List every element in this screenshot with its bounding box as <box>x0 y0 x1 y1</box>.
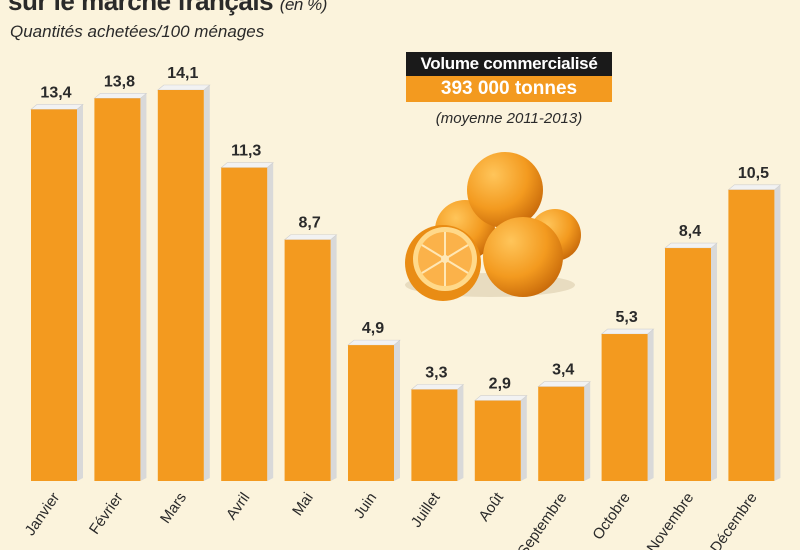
bar-février <box>93 93 148 481</box>
bar-juin <box>347 339 401 481</box>
bar-side <box>267 162 274 481</box>
orange-half <box>405 225 481 301</box>
category-label: Novembre <box>644 490 698 550</box>
bar-face <box>94 98 141 481</box>
value-label: 11,3 <box>231 143 261 160</box>
bar-side <box>394 340 400 481</box>
value-label: 13,8 <box>104 73 135 90</box>
volume-value: 393 000 tonnes <box>406 76 612 102</box>
value-label: 3,3 <box>425 364 447 381</box>
bar-octobre <box>600 328 655 481</box>
chart-title-text: sur le marché français <box>8 0 274 16</box>
bar-top <box>727 184 782 191</box>
bar-face <box>665 248 711 481</box>
value-label: 2,9 <box>489 376 511 393</box>
oranges-illustration <box>405 152 581 301</box>
chart-title-unit: (en %) <box>279 0 328 14</box>
bar-side <box>140 93 147 481</box>
category-label: Février <box>86 490 127 538</box>
category-label: Juin <box>351 490 381 522</box>
value-label: 5,3 <box>615 309 637 326</box>
volume-callout: Volume commercialisé 393 000 tonnes (moy… <box>406 52 612 127</box>
value-label: 4,9 <box>362 320 384 337</box>
value-label: 14,1 <box>167 65 198 82</box>
orange-top <box>467 152 543 228</box>
bar-top <box>537 381 592 388</box>
bar-mai <box>283 234 338 481</box>
bar-side <box>77 104 83 481</box>
value-labels-group: 13,4 13,8 14,1 11,3 8,7 4,9 3,3 2,9 3,4 5,3 8,4 10,… <box>40 65 769 393</box>
value-label: 3,4 <box>552 362 574 379</box>
orange-front <box>483 217 563 297</box>
category-labels-group: Janvier Février Mars Avril Mai Juin Juillet Aoû… <box>22 489 761 550</box>
bar-septembre <box>537 381 592 481</box>
bar-side <box>457 384 464 481</box>
bar-mars <box>156 84 211 481</box>
bar-side <box>711 243 717 481</box>
bar-face <box>728 189 775 482</box>
bar-juillet <box>410 384 465 481</box>
value-label: 8,7 <box>298 215 320 232</box>
bar-side <box>520 395 527 481</box>
category-label: Mars <box>157 490 190 527</box>
bars-group <box>30 84 782 482</box>
bar-avril <box>220 162 275 481</box>
bar-top <box>347 339 401 346</box>
category-label: Décembre <box>707 490 761 550</box>
bar-face <box>538 386 585 481</box>
bar-face <box>157 90 204 481</box>
value-label: 8,4 <box>679 223 701 240</box>
bar-top <box>93 93 148 99</box>
bar-face <box>411 389 458 481</box>
bar-top <box>473 395 528 401</box>
category-label: Janvier <box>22 490 64 539</box>
value-label: 13,4 <box>40 84 71 101</box>
bar-face <box>348 345 394 481</box>
bar-top <box>664 242 718 249</box>
bar-face <box>601 334 648 481</box>
bar-top <box>220 162 275 168</box>
bar-août <box>473 395 528 481</box>
bar-top <box>410 384 465 390</box>
bar-novembre <box>664 242 718 481</box>
bar-janvier <box>30 104 84 481</box>
bar-face <box>284 239 331 481</box>
bar-side <box>647 329 654 481</box>
value-label: 10,5 <box>738 165 769 182</box>
category-label: Juillet <box>408 489 444 531</box>
bar-side <box>584 381 591 481</box>
category-label: Août <box>475 489 507 525</box>
chart-subtitle: Quantités achetées/100 ménages <box>10 22 265 41</box>
bar-side <box>330 234 337 481</box>
bar-face <box>474 400 521 481</box>
category-label: Octobre <box>589 490 634 543</box>
bar-side <box>203 85 210 481</box>
category-label: Septembre <box>514 490 570 550</box>
category-label: Avril <box>223 490 254 523</box>
bar-top <box>283 234 338 241</box>
volume-label: Volume commercialisé <box>406 52 612 76</box>
bar-top <box>600 328 655 335</box>
volume-note: (moyenne 2011-2013) <box>435 110 583 127</box>
bar-face <box>31 109 77 481</box>
bar-side <box>774 184 781 482</box>
bar-face <box>221 167 268 481</box>
bar-top <box>30 104 84 110</box>
chart-title: sur le marché français (en %) <box>8 0 327 17</box>
bar-top <box>156 84 211 91</box>
category-label: Mai <box>289 490 317 520</box>
bar-décembre <box>727 184 782 482</box>
